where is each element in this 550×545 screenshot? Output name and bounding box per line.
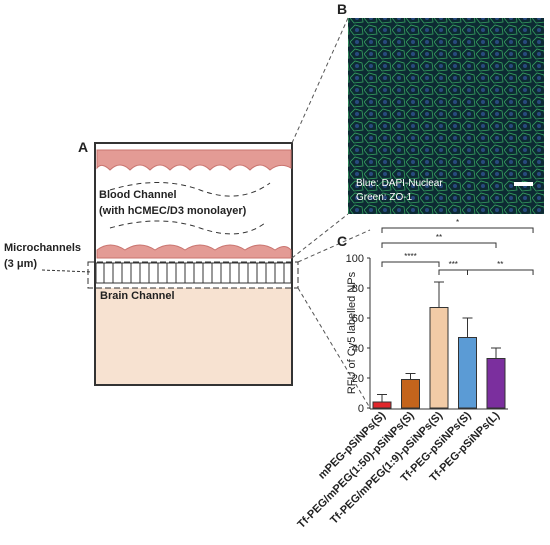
pointer	[41, 269, 93, 273]
blood-label: Blood Channel	[99, 189, 177, 201]
micro-label: Microchannels	[4, 242, 81, 254]
significance-bracket	[438, 269, 468, 275]
bar	[401, 379, 420, 409]
microchannels	[103, 263, 285, 283]
significance-bracket	[467, 269, 534, 275]
panel-label: A	[78, 139, 88, 155]
y-axis-label: RFU of Cy5 labelled NPs	[346, 271, 358, 394]
brain-region	[96, 288, 291, 384]
significance-bracket	[381, 227, 534, 233]
scale-bar	[514, 182, 533, 186]
flow-arrow	[109, 220, 266, 235]
flow-arrow	[109, 182, 271, 197]
bar	[458, 337, 477, 409]
zoom-line	[297, 229, 371, 263]
bar	[486, 358, 506, 409]
significance-label: *	[456, 218, 459, 227]
monolayer-label: (with hCMEC/D3 monolayer)	[99, 205, 247, 217]
significance-label: ****	[404, 252, 416, 261]
x-tick-label: Tf-PEG/mPEG(1:50)-pSiNPs(S)	[295, 409, 417, 531]
significance-label: **	[436, 233, 442, 242]
micrograph	[348, 18, 544, 214]
brain-label: Brain Channel	[100, 290, 175, 302]
cells-top	[96, 149, 292, 171]
zoom-line	[291, 213, 349, 259]
x-tick-label: Tf-PEG/mPEG(1:9)-pSiNPs(S)	[328, 409, 445, 526]
y-tick-label: 0	[358, 403, 364, 415]
cells-bottom	[96, 244, 292, 259]
micro-size: (3 μm)	[4, 258, 37, 270]
panel-label: B	[337, 1, 347, 17]
zoom-line	[291, 17, 349, 144]
bar	[372, 401, 392, 409]
y-tick-label: 20	[352, 373, 364, 385]
panel-label: C	[337, 233, 347, 249]
zoom-line	[297, 287, 371, 409]
stain-label: Blue: DAPI-Nuclear	[356, 178, 443, 189]
bar	[429, 307, 449, 409]
y-tick-label: 40	[352, 343, 364, 355]
significance-label: ***	[449, 260, 458, 269]
y-tick-label: 60	[352, 313, 364, 325]
y-tick-label: 80	[352, 283, 364, 295]
stain-label: Green: ZO-1	[356, 192, 413, 203]
significance-bracket	[381, 261, 440, 267]
significance-label: **	[497, 260, 503, 269]
significance-bracket	[381, 242, 497, 248]
zoom-box	[87, 261, 299, 289]
y-tick-label: 100	[346, 253, 364, 265]
